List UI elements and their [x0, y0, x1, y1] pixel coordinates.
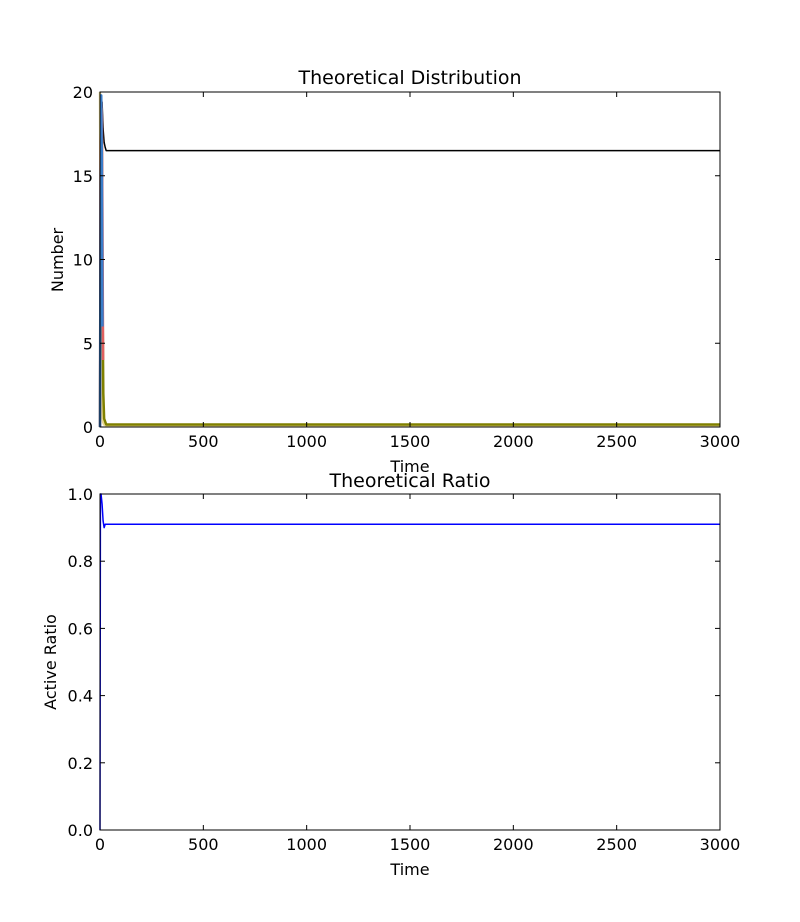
y-tick-label: 10: [73, 251, 93, 270]
x-axis-label: Time: [389, 457, 429, 476]
y-tick-label: 0.6: [68, 619, 93, 638]
chart-theoretical-distribution: Theoretical Distribution 0 500 1000 1500 200…: [48, 67, 740, 476]
x-tick-label: 0: [95, 432, 105, 451]
ticks-group: 0 500 1000 1500 2000 2500 3000 0.0 0.2 0.4 0.6 0.8 1…: [68, 485, 741, 854]
x-tick-label: 3000: [700, 432, 741, 451]
y-axis-label: Number: [48, 227, 67, 292]
ticks-group: 0 500 1000 1500 2000 2500 3000 0 5 10 15 20: [73, 83, 741, 451]
y-tick-label: 0.8: [68, 552, 93, 571]
x-axis-label: Time: [389, 860, 429, 879]
x-tick-label: 500: [188, 835, 219, 854]
y-tick-label: 0.0: [68, 821, 93, 840]
chart-theoretical-ratio: Theoretical Ratio 0 500 1000 1500 2000 2500 30…: [41, 470, 740, 879]
x-tick-label: 2500: [596, 432, 637, 451]
x-tick-label: 3000: [700, 835, 741, 854]
y-tick-label: 0: [83, 418, 93, 437]
chart-title: Theoretical Distribution: [297, 67, 521, 89]
x-tick-label: 1000: [286, 835, 327, 854]
plot-frame: [99, 493, 721, 831]
y-tick-label: 20: [73, 83, 93, 102]
x-tick-label: 1000: [286, 432, 327, 451]
y-tick-label: 15: [73, 167, 93, 186]
y-tick-label: 1.0: [68, 485, 93, 504]
chart-title: Theoretical Ratio: [329, 470, 491, 492]
y-axis-label: Active Ratio: [41, 614, 60, 710]
y-tick-label: 0.4: [68, 687, 93, 706]
x-tick-label: 2000: [493, 432, 534, 451]
y-tick-label: 5: [83, 334, 93, 353]
plot-frame: [99, 91, 721, 428]
x-tick-label: 500: [188, 432, 219, 451]
x-tick-label: 2500: [596, 835, 637, 854]
x-tick-label: 1500: [390, 432, 431, 451]
x-tick-label: 1500: [390, 835, 431, 854]
y-tick-label: 0.2: [68, 754, 93, 773]
x-tick-label: 2000: [493, 835, 534, 854]
x-tick-label: 0: [95, 835, 105, 854]
